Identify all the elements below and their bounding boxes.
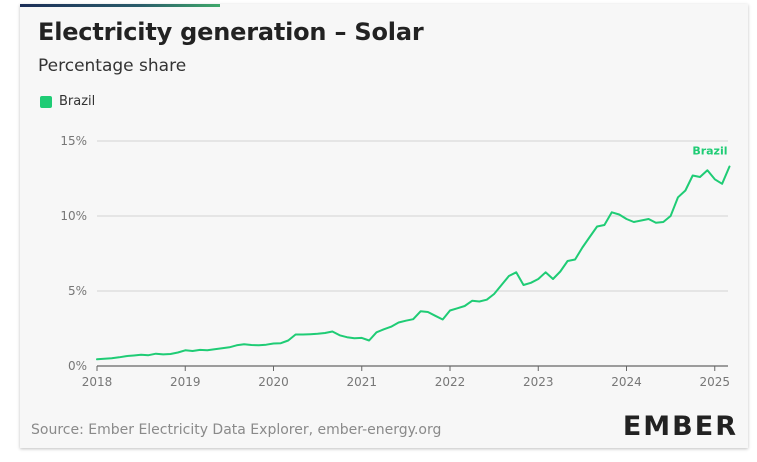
chart-card: Electricity generation – Solar Percentag… bbox=[20, 4, 748, 448]
legend-swatch-brazil bbox=[40, 95, 52, 108]
x-tick-label: 2019 bbox=[170, 375, 201, 389]
x-tick-label: 2021 bbox=[346, 375, 377, 389]
legend[interactable]: Brazil bbox=[40, 94, 95, 109]
x-tick-label: 2024 bbox=[611, 375, 642, 389]
x-tick-label: 2023 bbox=[523, 375, 554, 389]
chart-subtitle: Percentage share bbox=[38, 56, 187, 76]
x-tick-label: 2018 bbox=[82, 375, 113, 389]
y-tick-label: 5% bbox=[68, 284, 87, 298]
y-tick-label: 0% bbox=[68, 359, 87, 373]
y-tick-label: 10% bbox=[60, 209, 87, 223]
x-tick-label: 2020 bbox=[258, 375, 289, 389]
line-chart: 0% 5% 10% 15% 2018 2019 2020 2021 2022 2023 2024 20… bbox=[60, 134, 731, 389]
chart-title: Electricity generation – Solar bbox=[38, 18, 424, 46]
ember-logo: EMBER bbox=[622, 411, 738, 442]
series-end-label-brazil: Brazil bbox=[692, 145, 727, 158]
x-tick-label: 2022 bbox=[435, 375, 466, 389]
y-tick-label: 15% bbox=[60, 134, 87, 148]
legend-label-brazil: Brazil bbox=[59, 94, 96, 109]
x-tick-label: 2025 bbox=[699, 375, 730, 389]
series-line-brazil bbox=[96, 165, 731, 361]
source-note: Source: Ember Electricity Data Explorer,… bbox=[31, 422, 442, 438]
accent-bar bbox=[20, 4, 220, 7]
